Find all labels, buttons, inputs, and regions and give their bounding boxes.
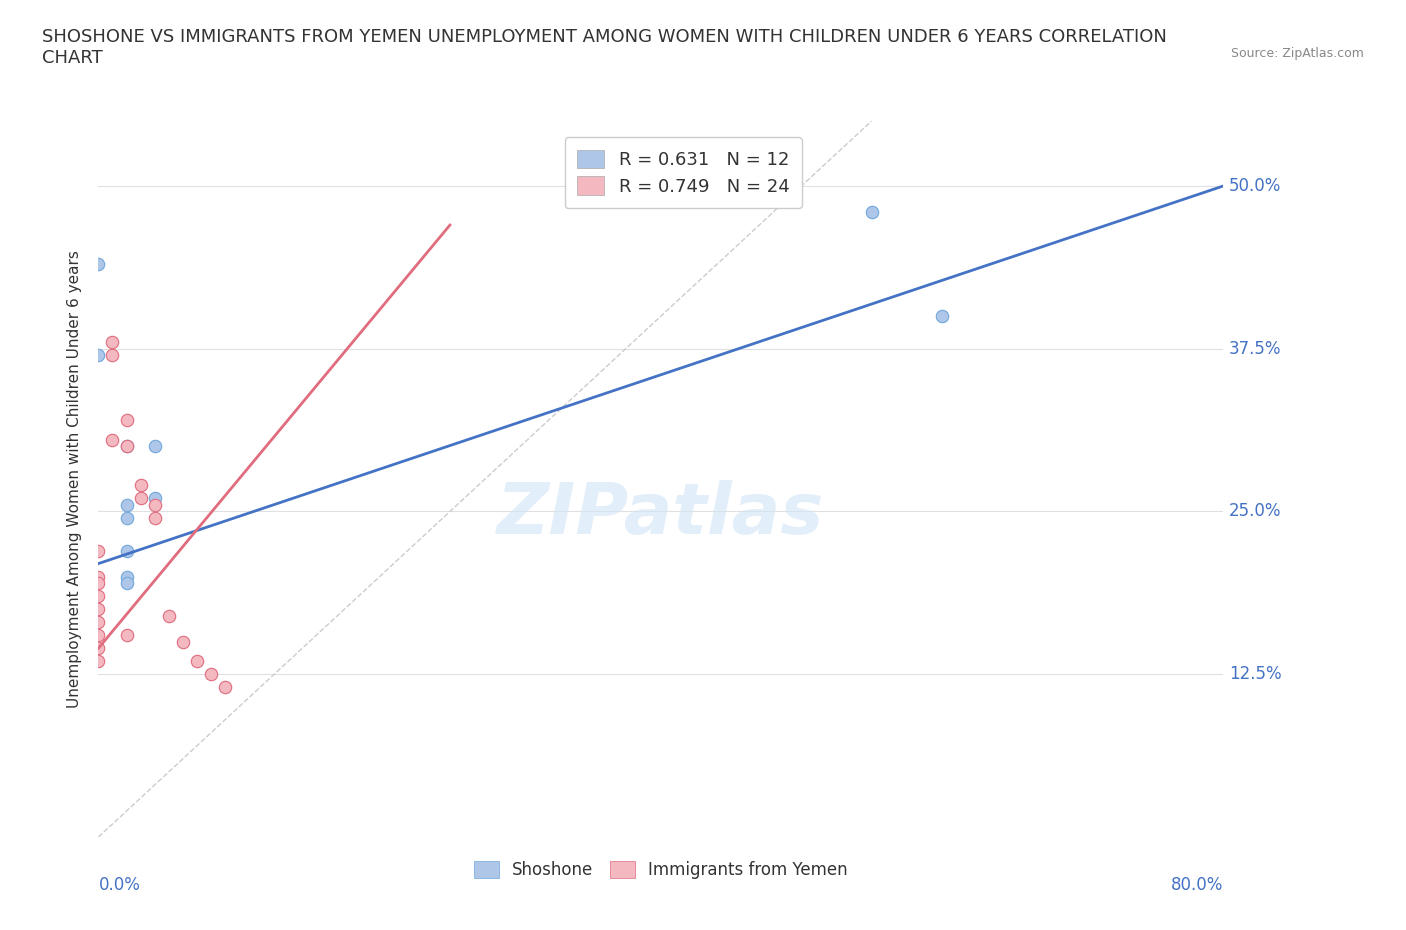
Text: 12.5%: 12.5% — [1229, 665, 1281, 684]
Point — [143, 511, 166, 525]
Point — [172, 634, 194, 649]
Text: 0.0%: 0.0% — [98, 876, 141, 895]
Point — [115, 511, 138, 525]
Point — [87, 602, 110, 617]
Point — [87, 257, 110, 272]
Point — [101, 335, 124, 350]
Point — [931, 309, 953, 324]
Point — [115, 439, 138, 454]
Point — [200, 667, 222, 682]
Text: 37.5%: 37.5% — [1229, 339, 1281, 358]
Text: Source: ZipAtlas.com: Source: ZipAtlas.com — [1230, 46, 1364, 60]
Point — [115, 413, 138, 428]
Point — [87, 654, 110, 669]
Point — [101, 348, 124, 363]
Point — [129, 478, 152, 493]
Text: 25.0%: 25.0% — [1229, 502, 1281, 521]
Y-axis label: Unemployment Among Women with Children Under 6 years: Unemployment Among Women with Children U… — [67, 250, 83, 708]
Point — [87, 615, 110, 630]
Text: 50.0%: 50.0% — [1229, 177, 1281, 195]
Point — [87, 628, 110, 643]
Point — [87, 576, 110, 591]
Point — [115, 628, 138, 643]
Point — [87, 543, 110, 558]
Point — [129, 491, 152, 506]
Point — [143, 491, 166, 506]
Point — [143, 439, 166, 454]
Text: ZIPatlas: ZIPatlas — [498, 480, 824, 550]
Point — [87, 589, 110, 604]
Point — [115, 543, 138, 558]
Point — [115, 569, 138, 584]
Point — [143, 498, 166, 512]
Point — [115, 439, 138, 454]
Point — [860, 205, 883, 219]
Point — [157, 608, 180, 623]
Text: SHOSHONE VS IMMIGRANTS FROM YEMEN UNEMPLOYMENT AMONG WOMEN WITH CHILDREN UNDER 6: SHOSHONE VS IMMIGRANTS FROM YEMEN UNEMPL… — [42, 28, 1167, 67]
Point — [87, 641, 110, 656]
Point — [214, 680, 236, 695]
Point — [186, 654, 208, 669]
Point — [87, 348, 110, 363]
Point — [115, 576, 138, 591]
Point — [87, 569, 110, 584]
Legend: Shoshone, Immigrants from Yemen: Shoshone, Immigrants from Yemen — [467, 855, 855, 886]
Point — [101, 432, 124, 447]
Point — [115, 498, 138, 512]
Text: 80.0%: 80.0% — [1171, 876, 1223, 895]
